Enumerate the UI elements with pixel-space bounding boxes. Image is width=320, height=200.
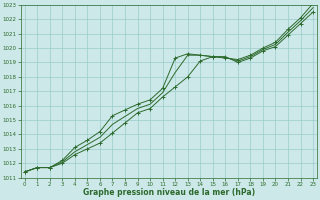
X-axis label: Graphe pression niveau de la mer (hPa): Graphe pression niveau de la mer (hPa) — [83, 188, 255, 197]
